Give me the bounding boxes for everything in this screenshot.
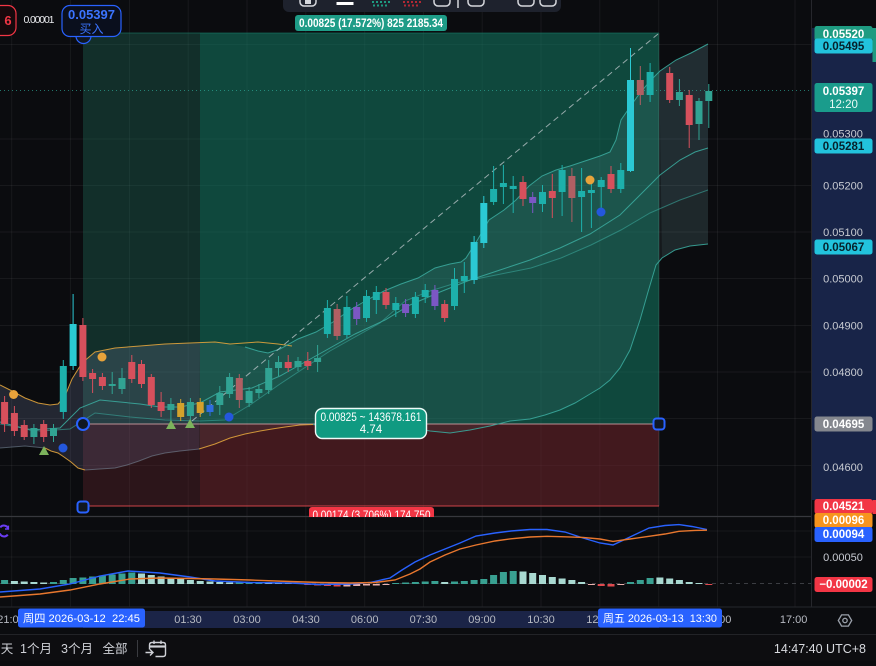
svg-text:0.05000: 0.05000: [823, 274, 863, 286]
svg-text:0.00050: 0.00050: [823, 552, 863, 564]
svg-text:03:00: 03:00: [233, 614, 261, 626]
svg-text:1个月: 1个月: [20, 642, 52, 656]
svg-text:买入: 买入: [79, 22, 103, 36]
svg-text:−0.00002: −0.00002: [819, 579, 867, 591]
svg-text:周四 2026-03-12 22:45: 周四 2026-03-12 22:45: [23, 612, 140, 625]
svg-text:06:00: 06:00: [351, 614, 379, 626]
svg-text:0.00096: 0.00096: [823, 515, 865, 527]
svg-text:14:47:40 UTC+8: 14:47:40 UTC+8: [774, 642, 866, 656]
svg-text:10:30: 10:30: [527, 614, 555, 626]
svg-text:全部: 全部: [102, 641, 127, 656]
svg-text:0.04695: 0.04695: [823, 419, 865, 431]
svg-text:17:00: 17:00: [780, 614, 808, 626]
svg-text:0.05200: 0.05200: [823, 181, 863, 193]
svg-text:0.05495: 0.05495: [823, 41, 865, 53]
svg-text:04:30: 04:30: [292, 614, 320, 626]
svg-text:0.04900: 0.04900: [823, 321, 863, 333]
svg-text:0.00001: 0.00001: [24, 14, 55, 26]
svg-text:6: 6: [4, 13, 11, 28]
svg-text:0.04600: 0.04600: [823, 462, 863, 474]
svg-text:0.05281: 0.05281: [823, 141, 865, 153]
svg-text:01:30: 01:30: [174, 614, 202, 626]
svg-text:0.05067: 0.05067: [823, 242, 865, 254]
svg-text:0.04800: 0.04800: [823, 367, 863, 379]
svg-text:0.05397: 0.05397: [823, 86, 865, 98]
svg-text:0.04521: 0.04521: [823, 501, 865, 513]
svg-text:0.00094: 0.00094: [823, 529, 865, 541]
svg-text:12:20: 12:20: [829, 99, 858, 111]
svg-text:4.74: 4.74: [360, 424, 383, 436]
svg-text:3个月: 3个月: [61, 642, 93, 656]
svg-text:0.05397: 0.05397: [68, 7, 115, 22]
svg-text:周五 2026-03-13 13:30: 周五 2026-03-13 13:30: [603, 612, 717, 625]
svg-text:09:00: 09:00: [468, 614, 496, 626]
svg-text:07:30: 07:30: [410, 614, 438, 626]
svg-text:0.00825 (17.572%) 825 2185.34: 0.00825 (17.572%) 825 2185.34: [299, 18, 444, 30]
svg-text:0.05100: 0.05100: [823, 227, 863, 239]
svg-text:天: 天: [1, 642, 14, 656]
svg-text:0.00825 ~ 143678.161: 0.00825 ~ 143678.161: [321, 412, 422, 424]
